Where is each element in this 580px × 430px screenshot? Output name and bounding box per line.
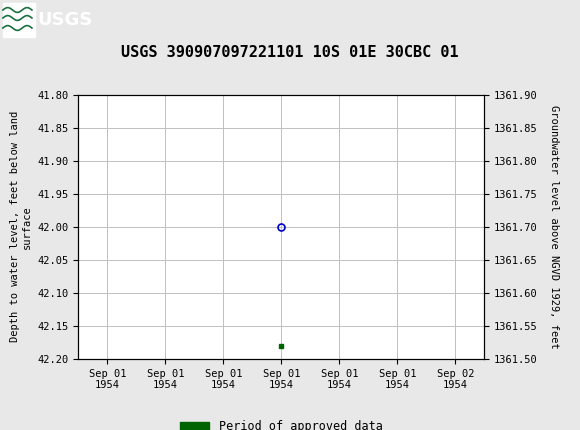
Y-axis label: Depth to water level, feet below land
surface: Depth to water level, feet below land su… (10, 111, 32, 342)
Y-axis label: Groundwater level above NGVD 1929, feet: Groundwater level above NGVD 1929, feet (549, 105, 559, 349)
Legend: Period of approved data: Period of approved data (175, 415, 387, 430)
Text: USGS 390907097221101 10S 01E 30CBC 01: USGS 390907097221101 10S 01E 30CBC 01 (121, 45, 459, 60)
Text: USGS: USGS (38, 11, 93, 29)
FancyBboxPatch shape (3, 3, 35, 37)
